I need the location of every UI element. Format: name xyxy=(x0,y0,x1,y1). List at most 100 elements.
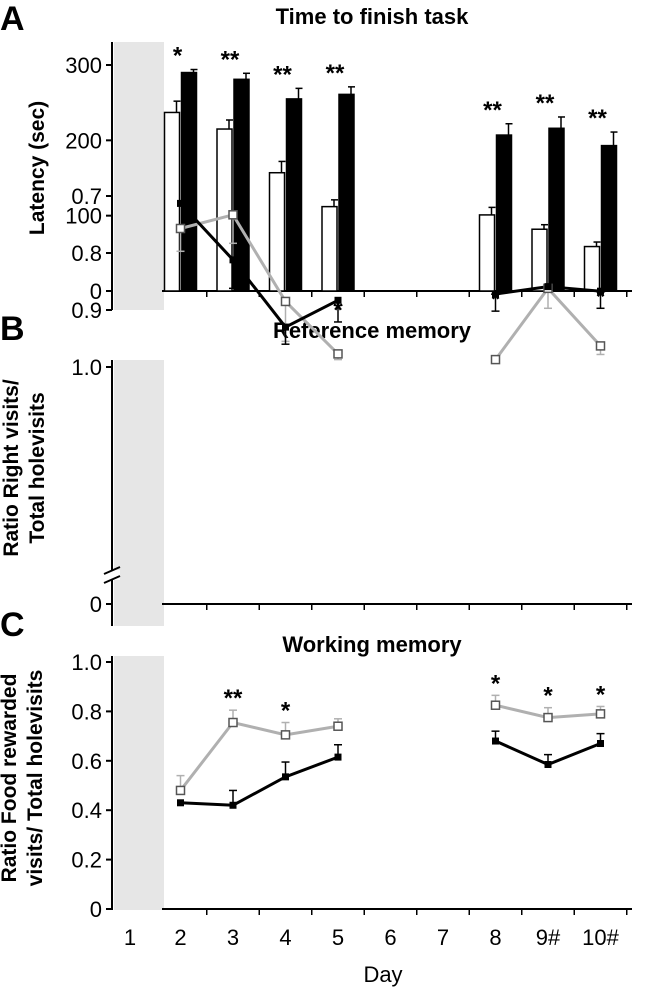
bar xyxy=(216,128,233,292)
data-point xyxy=(334,296,342,304)
series-line xyxy=(180,755,339,807)
bar xyxy=(495,134,513,292)
series-line xyxy=(179,720,339,792)
significance-marker: * xyxy=(596,681,606,708)
data-point xyxy=(228,210,238,220)
data-point xyxy=(597,287,604,295)
bar xyxy=(233,78,250,292)
bar xyxy=(600,144,618,292)
x-tick-label: 8 xyxy=(489,925,501,950)
axis-break-mark xyxy=(103,566,121,575)
y-tick-label: 1.0 xyxy=(71,650,102,675)
data-point xyxy=(334,753,342,761)
axis-break-gap xyxy=(104,570,120,580)
bar xyxy=(548,127,565,292)
y-tick-label: 0 xyxy=(90,897,102,922)
axis-break-mark xyxy=(103,575,121,584)
y-tick-label: 0.7 xyxy=(71,184,102,209)
significance-marker: * xyxy=(173,43,183,70)
significance-marker: * xyxy=(333,297,343,324)
data-point xyxy=(280,296,291,307)
bar xyxy=(321,205,338,292)
y-tick-label: 0 xyxy=(90,592,102,617)
y-tick-label-a: 100 xyxy=(65,204,102,229)
data-point xyxy=(595,341,606,351)
y-axis-label: Ratio Food rewarded xyxy=(0,674,21,883)
data-point xyxy=(175,223,186,234)
data-point xyxy=(280,730,291,740)
x-tick-label: 1 xyxy=(124,925,136,950)
x-tick-label: 6 xyxy=(384,925,396,950)
data-point xyxy=(543,712,553,723)
data-point xyxy=(175,785,186,796)
y-axis-label: visits/ Total holevisits xyxy=(24,670,47,887)
y-tick-label: 0.4 xyxy=(71,798,102,823)
y-tick-label: 0.6 xyxy=(71,749,102,774)
data-point xyxy=(490,354,501,365)
significance-marker: ** xyxy=(326,60,345,87)
x-tick-label: 9# xyxy=(536,925,561,950)
bar xyxy=(268,171,286,292)
x-tick-label: 4 xyxy=(279,925,291,950)
x-tick-label: 7 xyxy=(437,925,449,950)
y-tick-label-a: 0 xyxy=(90,279,102,304)
x-tick-label: 2 xyxy=(174,925,186,950)
data-point xyxy=(544,761,552,769)
x-axis-label: Day xyxy=(363,962,402,987)
significance-marker: ** xyxy=(221,46,240,73)
y-tick-label: 0.2 xyxy=(71,848,102,873)
y-tick-label: 0.8 xyxy=(71,241,102,266)
panel-a-title: Time to finish task xyxy=(276,4,470,29)
panel-a-letter: A xyxy=(0,0,25,38)
x-tick-label: 10# xyxy=(582,925,619,950)
x-tick-label: 5 xyxy=(332,925,344,950)
significance-marker: ** xyxy=(224,685,243,712)
y-tick-label: 1.0 xyxy=(71,355,102,380)
significance-marker: * xyxy=(543,683,553,710)
data-point xyxy=(544,283,552,291)
y-tick-label-a: 300 xyxy=(65,53,102,78)
shaded-day-1-region xyxy=(114,360,164,626)
y-tick-label-a: 200 xyxy=(65,128,102,153)
bar xyxy=(180,71,198,292)
data-point xyxy=(229,256,237,264)
panel-b-title: Reference memory xyxy=(273,318,472,343)
data-point xyxy=(492,737,499,745)
significance-marker: * xyxy=(596,283,606,310)
panel-b-letter: B xyxy=(0,310,25,348)
bar xyxy=(531,228,548,292)
data-point xyxy=(228,717,238,728)
significance-marker: ** xyxy=(536,90,555,117)
significance-marker: ** xyxy=(588,105,607,132)
data-point xyxy=(229,801,237,809)
panel-a: A Time to finish task 0 100 200 300 Latency (s… xyxy=(0,0,632,310)
y-tick-label: 0.8 xyxy=(71,699,102,724)
y-axis-label: Total holevisits xyxy=(26,392,49,543)
x-tick-label: 3 xyxy=(227,925,239,950)
panel-b: B Reference memory 1.0 0.9 0.8 0.7 0 Ratio Righ… xyxy=(0,184,632,626)
bar xyxy=(478,214,496,292)
bar xyxy=(338,93,355,292)
data-point xyxy=(177,799,184,807)
series-line xyxy=(180,213,340,355)
y-axis-label-a: Latency (sec) xyxy=(26,101,49,235)
data-point xyxy=(490,700,501,710)
y-tick-label: 0.9 xyxy=(71,298,102,323)
data-point xyxy=(177,199,184,207)
panel-c-title: Working memory xyxy=(282,632,462,657)
shaded-day-1-region xyxy=(114,42,164,310)
data-point xyxy=(333,349,343,359)
shaded-day-1-region xyxy=(114,656,164,910)
data-point xyxy=(492,290,499,298)
significance-marker: * xyxy=(491,670,501,697)
data-point xyxy=(333,721,343,731)
panel-c-letter: C xyxy=(0,606,25,644)
significance-marker: * xyxy=(281,698,291,725)
significance-marker: * xyxy=(491,286,501,313)
significance-marker: ** xyxy=(273,61,292,88)
significance-marker: ** xyxy=(483,97,502,124)
data-point xyxy=(282,323,289,331)
data-point xyxy=(282,773,289,781)
bar xyxy=(285,98,303,292)
